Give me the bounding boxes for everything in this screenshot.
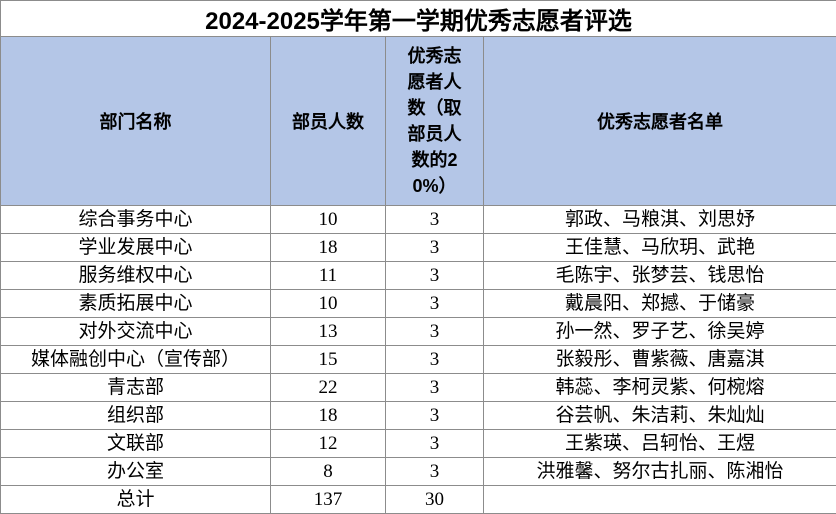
title-row: 2024-2025学年第一学期优秀志愿者评选 bbox=[1, 1, 836, 37]
table-cell: 青志部 bbox=[1, 374, 271, 402]
table-cell: 10 bbox=[271, 206, 386, 234]
table-cell: 总计 bbox=[1, 486, 271, 514]
table-cell: 3 bbox=[386, 374, 484, 402]
table-cell: 素质拓展中心 bbox=[1, 290, 271, 318]
table-cell: 15 bbox=[271, 346, 386, 374]
header-row: 部门名称 部员人数 优秀志愿者人数（取部员人数的20%） 优秀志愿者名单 bbox=[1, 37, 836, 206]
table-title: 2024-2025学年第一学期优秀志愿者评选 bbox=[1, 1, 836, 37]
header-cell: 部门名称 bbox=[1, 37, 271, 206]
table-cell: 孙一然、罗子艺、徐吴婷 bbox=[484, 318, 836, 346]
table-cell: 洪雅馨、努尔古扎丽、陈湘怡 bbox=[484, 458, 836, 486]
table-cell: 3 bbox=[386, 262, 484, 290]
table-cell: 3 bbox=[386, 318, 484, 346]
table-cell: 8 bbox=[271, 458, 386, 486]
table-cell: 学业发展中心 bbox=[1, 234, 271, 262]
table-cell: 媒体融创中心（宣传部） bbox=[1, 346, 271, 374]
table-cell: 张毅彤、曹紫薇、唐嘉淇 bbox=[484, 346, 836, 374]
table-cell: 30 bbox=[386, 486, 484, 514]
table-cell: 韩蕊、李柯灵紫、何椀熔 bbox=[484, 374, 836, 402]
table-cell: 组织部 bbox=[1, 402, 271, 430]
table-cell: 11 bbox=[271, 262, 386, 290]
table-cell: 办公室 bbox=[1, 458, 271, 486]
table-cell: 综合事务中心 bbox=[1, 206, 271, 234]
table-cell: 22 bbox=[271, 374, 386, 402]
table-cell: 王紫瑛、吕轲怡、王煜 bbox=[484, 430, 836, 458]
table-cell: 12 bbox=[271, 430, 386, 458]
table-cell: 3 bbox=[386, 430, 484, 458]
table-cell: 3 bbox=[386, 458, 484, 486]
header-cell: 部员人数 bbox=[271, 37, 386, 206]
table-cell bbox=[484, 486, 836, 514]
table-cell: 3 bbox=[386, 234, 484, 262]
table-cell: 3 bbox=[386, 290, 484, 318]
table-cell: 服务维权中心 bbox=[1, 262, 271, 290]
table-cell: 18 bbox=[271, 402, 386, 430]
table-cell: 王佳慧、马欣玥、武艳 bbox=[484, 234, 836, 262]
table-cell: 谷芸帆、朱洁莉、朱灿灿 bbox=[484, 402, 836, 430]
table-cell: 对外交流中心 bbox=[1, 318, 271, 346]
table-cell: 郭政、马粮淇、刘思妤 bbox=[484, 206, 836, 234]
table-cell: 3 bbox=[386, 206, 484, 234]
header-cell: 优秀志愿者人数（取部员人数的20%） bbox=[386, 37, 484, 206]
table-cell: 3 bbox=[386, 346, 484, 374]
header-cell: 优秀志愿者名单 bbox=[484, 37, 836, 206]
table-cell: 18 bbox=[271, 234, 386, 262]
table-cell: 13 bbox=[271, 318, 386, 346]
table-cell: 10 bbox=[271, 290, 386, 318]
table-cell: 3 bbox=[386, 402, 484, 430]
table-cell: 毛陈宇、张梦芸、钱思怡 bbox=[484, 262, 836, 290]
table-cell: 戴晨阳、郑撼、于储豪 bbox=[484, 290, 836, 318]
table-cell: 137 bbox=[271, 486, 386, 514]
table-cell: 文联部 bbox=[1, 430, 271, 458]
